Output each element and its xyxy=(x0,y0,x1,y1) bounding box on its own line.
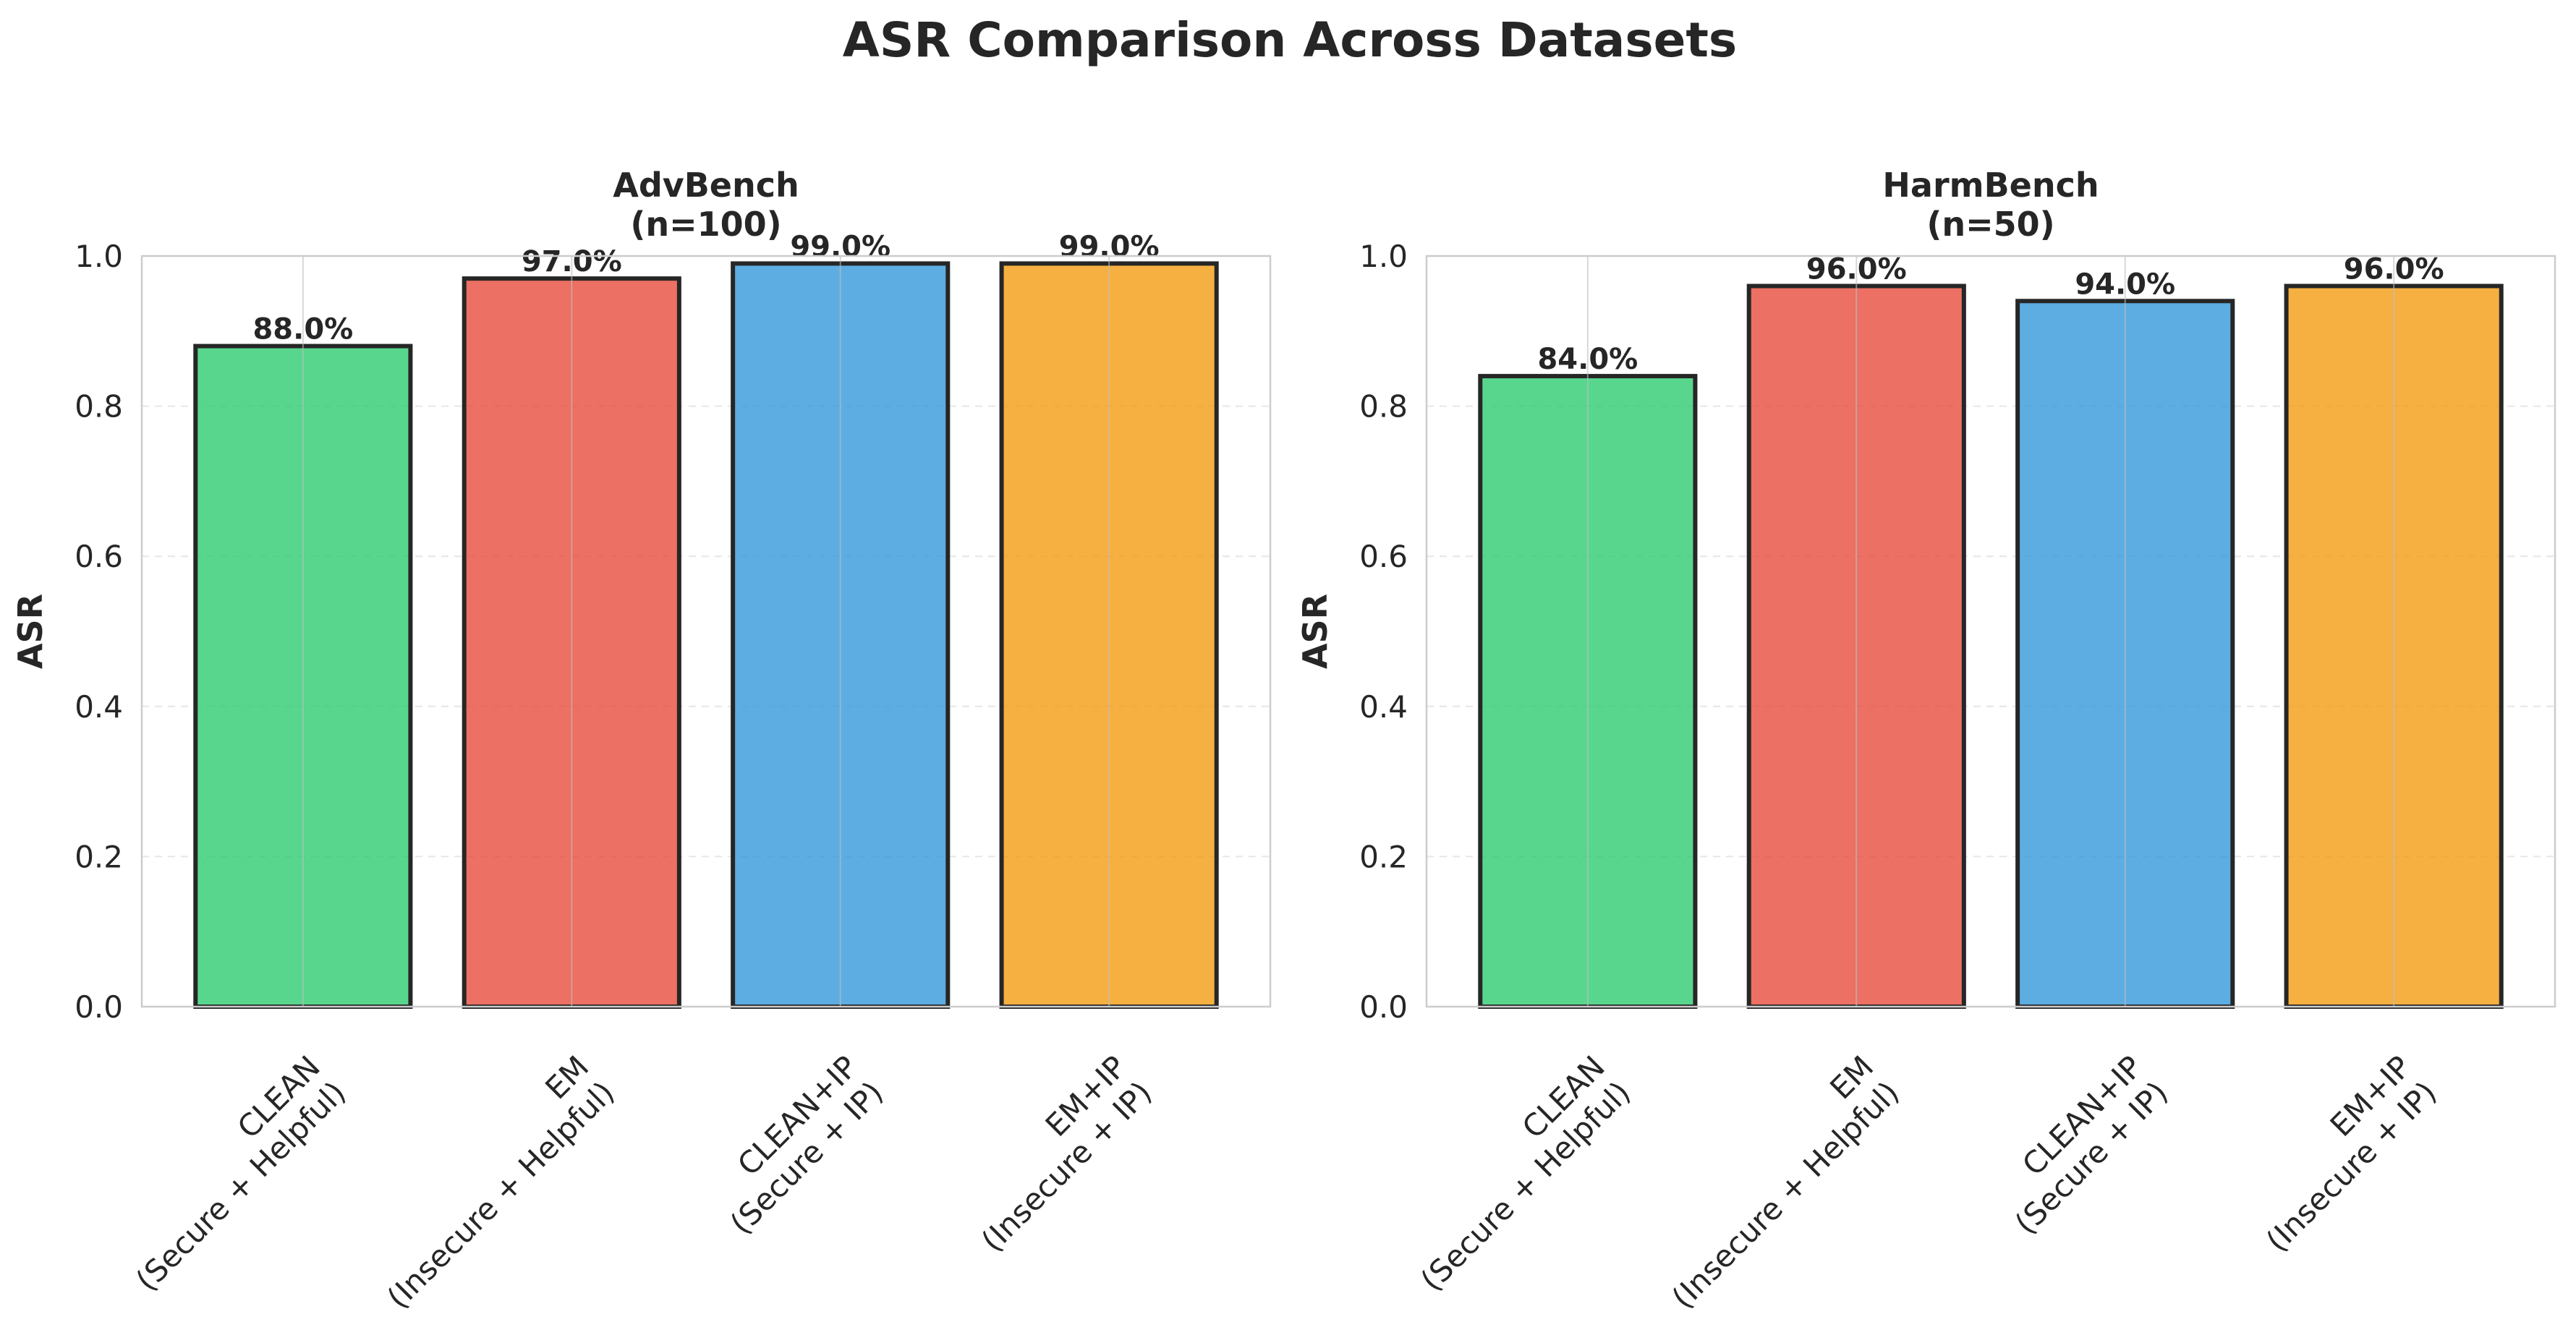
x-tick-label: EM(Insecure + Helpful) xyxy=(1639,1049,1905,1315)
axes-frame xyxy=(1425,255,2556,1008)
y-tick-label: 0.6 xyxy=(1359,539,1408,574)
x-tick-label: EM+IP(Insecure + IP) xyxy=(2234,1049,2444,1258)
y-tick-label: 0.0 xyxy=(75,989,123,1025)
panel-title: HarmBench (n=50) xyxy=(1882,166,2099,244)
y-axis-label: ASR xyxy=(1296,594,1335,669)
y-tick-label: 0.4 xyxy=(75,689,123,725)
panel-title-line: (n=100) xyxy=(630,205,781,244)
y-tick-label: 0.8 xyxy=(75,389,123,425)
x-tick-label: CLEAN(Secure + Helpful) xyxy=(103,1049,352,1297)
panel-title-line: AdvBench xyxy=(613,166,799,205)
x-tick-label: CLEAN+IP(Secure + IP) xyxy=(697,1049,890,1241)
x-tick-label: EM(Insecure + Helpful) xyxy=(354,1049,621,1315)
x-tick-label-line: (Insecure + Helpful) xyxy=(1665,1075,1906,1315)
x-tick-label: CLEAN(Secure + Helpful) xyxy=(1388,1049,1637,1297)
x-tick-label-line: (Secure + Helpful) xyxy=(129,1075,352,1298)
y-axis-label: ASR xyxy=(11,594,50,669)
y-tick-label: 0.8 xyxy=(1359,389,1408,425)
panel-title-line: (n=50) xyxy=(1926,205,2054,244)
y-tick-label: 0.0 xyxy=(1359,989,1408,1025)
y-tick-label: 0.2 xyxy=(1359,839,1408,874)
y-tick-label: 0.2 xyxy=(75,839,123,874)
axes-frame xyxy=(140,255,1272,1008)
x-tick-label-line: (Insecure + Helpful) xyxy=(381,1075,621,1315)
x-tick-label: CLEAN+IP(Secure + IP) xyxy=(1982,1049,2175,1241)
y-tick-label: 0.6 xyxy=(75,539,123,574)
y-tick-label: 1.0 xyxy=(1359,239,1408,274)
y-tick-label: 1.0 xyxy=(75,239,123,274)
panel-title-line: HarmBench xyxy=(1882,166,2099,205)
panel-title: AdvBench (n=100) xyxy=(613,166,799,244)
figure-title: ASR Comparison Across Datasets xyxy=(843,12,1737,68)
x-tick-label-line: (Secure + Helpful) xyxy=(1414,1075,1637,1298)
x-tick-label: EM+IP(Insecure + IP) xyxy=(949,1049,1159,1258)
y-tick-label: 0.4 xyxy=(1359,689,1408,725)
